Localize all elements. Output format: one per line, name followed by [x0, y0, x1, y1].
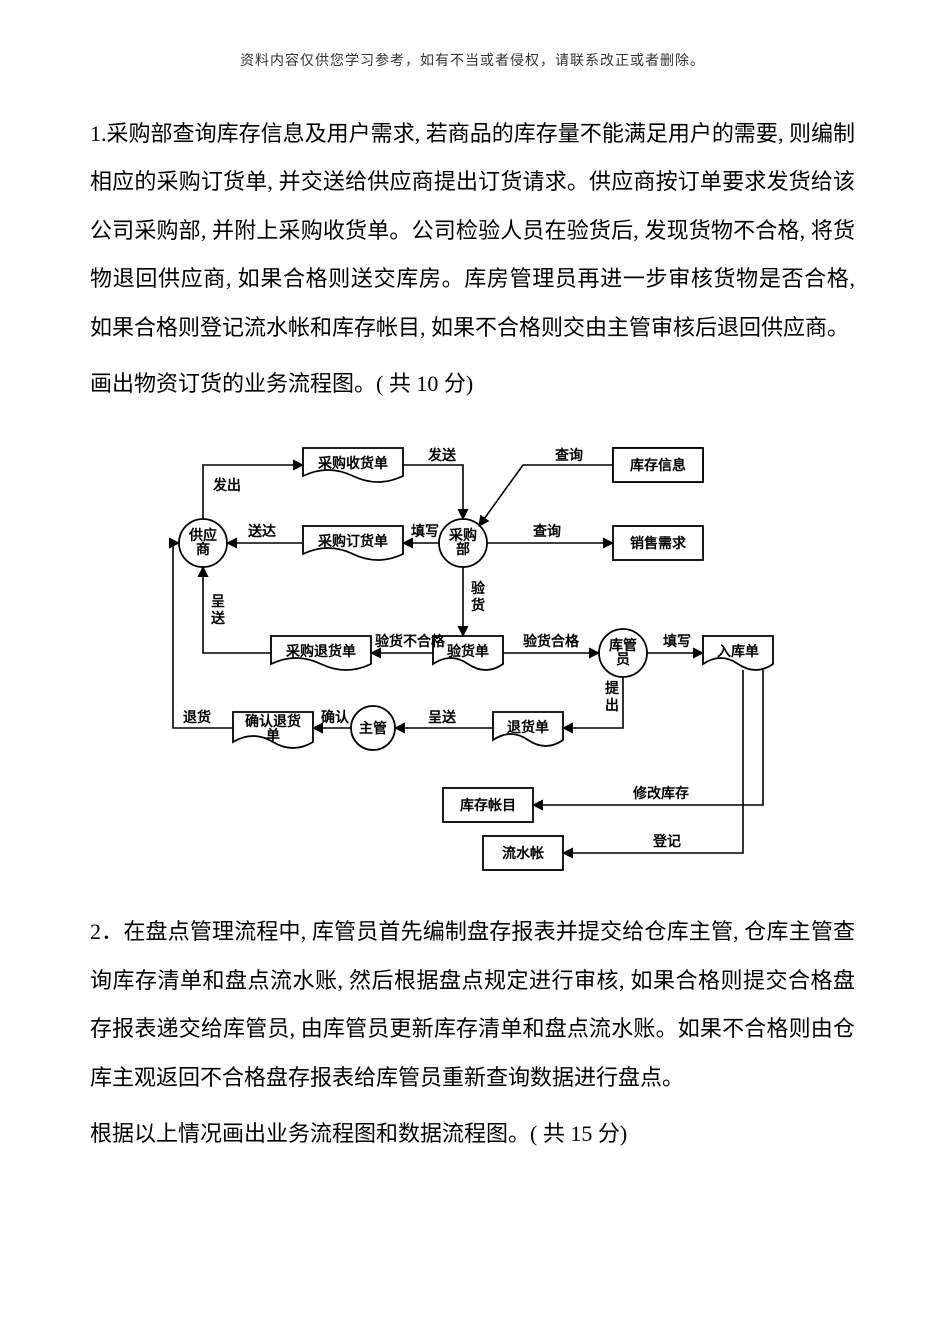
label-inspect-doc: 验货单	[447, 643, 489, 659]
node-stock-info: 库存信息	[613, 448, 703, 482]
node-supplier: 供应 商	[179, 519, 227, 567]
label-supervisor: 主管	[359, 720, 387, 736]
edge-label-14: 退货	[183, 709, 211, 725]
edge-label-12: 呈送	[428, 709, 457, 725]
label-journal: 流水帐	[502, 845, 544, 861]
edge-label-8-a: 呈	[211, 593, 225, 609]
edge-label-10: 填写	[663, 633, 691, 649]
edge-label-3: 填写	[411, 523, 439, 539]
edge-label-13: 确认	[321, 709, 350, 725]
node-return-doc: 采购退货单	[271, 636, 371, 670]
node-order-doc: 采购订货单	[303, 526, 403, 560]
label-receipt-doc: 采购收货单	[317, 455, 388, 471]
node-reject-doc: 退货单	[493, 712, 563, 746]
edge-label-1: 发送	[427, 447, 457, 463]
paragraph-1-tail: 画出物资订货的业务流程图。( 共 10 分)	[90, 360, 855, 408]
header-note: 资料内容仅供您学习参考，如有不当或者侵权，请联系改正或者删除。	[90, 50, 855, 70]
label-instock-doc: 入库单	[717, 643, 759, 659]
node-supervisor: 主管	[351, 706, 395, 750]
node-sales-demand: 销售需求	[613, 526, 703, 560]
edge-label-16: 登记	[652, 833, 681, 849]
node-stock-ledger: 库存帐目	[443, 788, 533, 822]
node-journal: 流水帐	[483, 836, 563, 870]
document-page: 资料内容仅供您学习参考，如有不当或者侵权，请联系改正或者删除。 1.采购部查询库…	[0, 0, 945, 1226]
label-stock-ledger: 库存帐目	[460, 797, 516, 813]
paragraph-2: 2．在盘点管理流程中, 库管员首先编制盘存报表并提交给仓库主管, 仓库主管查询库…	[90, 908, 855, 1102]
paragraph-1: 1.采购部查询库存信息及用户需求, 若商品的库存量不能满足用户的需要, 则编制相…	[90, 110, 855, 352]
label-order-doc: 采购订货单	[317, 533, 388, 549]
edge-instock-journal	[563, 670, 743, 853]
flowchart-container: 库存信息 销售需求 库存帐目 流水帐 采购收货单	[90, 418, 855, 888]
edge-label-4: 送达	[247, 523, 276, 539]
edge-label-6-b: 货	[470, 597, 485, 613]
node-instock-doc: 入库单	[703, 636, 773, 670]
node-receipt-doc: 采购收货单	[303, 448, 403, 482]
edge-label-8-b: 送	[210, 610, 226, 626]
node-warehouse-mgr: 库管 员	[599, 629, 647, 677]
flowchart-svg: 库存信息 销售需求 库存帐目 流水帐 采购收货单	[143, 418, 803, 888]
svg-text:商: 商	[196, 541, 210, 557]
paragraph-2-tail: 根据以上情况画出业务流程图和数据流程图。( 共 15 分)	[90, 1110, 855, 1158]
edge-label-9: 验货合格	[523, 633, 580, 649]
label-stock-info: 库存信息	[630, 457, 686, 473]
label-return-doc: 采购退货单	[285, 643, 356, 659]
edge-receipt-dept	[403, 465, 463, 519]
edge-label-6-a: 验	[471, 580, 486, 596]
edge-label-2: 查询	[555, 447, 583, 463]
node-confirm-doc: 确认退货 单	[233, 712, 313, 748]
edge-label-11-b: 出	[605, 697, 619, 713]
svg-text:员: 员	[616, 651, 630, 667]
svg-text:部: 部	[456, 541, 470, 557]
edge-label-15: 修改库存	[632, 785, 689, 801]
edge-label-11-a: 提	[605, 680, 620, 696]
edge-label-5: 查询	[533, 523, 561, 539]
label-reject-doc: 退货单	[507, 719, 549, 735]
label-sales-demand: 销售需求	[630, 535, 687, 551]
edge-stock-dept	[479, 465, 613, 526]
svg-text:单: 单	[266, 727, 280, 743]
edge-label-0: 发出	[212, 477, 241, 493]
edge-label-7: 验货不合格	[375, 633, 446, 649]
